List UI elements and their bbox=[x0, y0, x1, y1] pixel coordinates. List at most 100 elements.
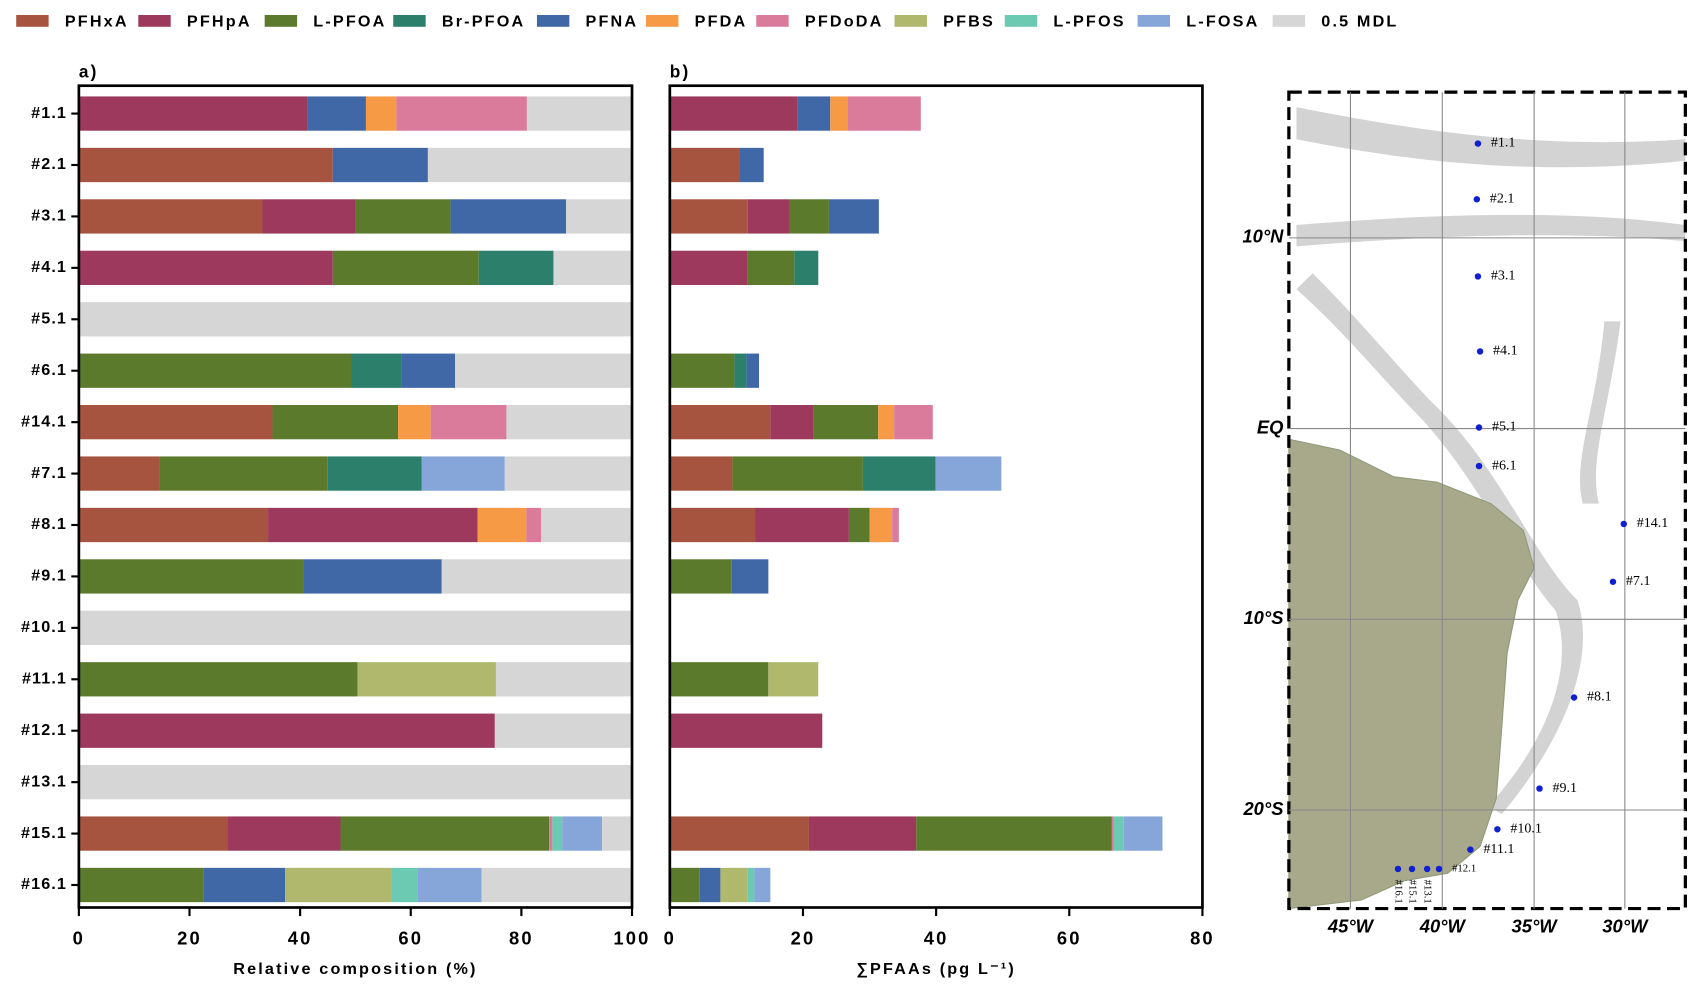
figure: PFHxAPFHpAL-PFOABr-PFOAPFNAPFDAPFDoDAPFB… bbox=[0, 0, 1694, 990]
bar-segment bbox=[809, 816, 916, 850]
panel-label: b) bbox=[670, 61, 691, 81]
bar-segment bbox=[358, 662, 496, 696]
bar-segment bbox=[328, 456, 422, 490]
station-label: #10.1 bbox=[1510, 822, 1542, 837]
x-tick-label: 20 bbox=[177, 928, 202, 949]
station-point bbox=[1436, 866, 1442, 872]
bar-segment bbox=[455, 354, 632, 388]
bar-segment bbox=[849, 508, 870, 542]
station-label: #6.1 bbox=[1492, 458, 1517, 473]
bar-segment bbox=[748, 868, 755, 902]
station-label: #9.1 bbox=[1552, 781, 1577, 796]
bar-segment bbox=[79, 251, 333, 285]
station-point bbox=[1474, 196, 1480, 202]
station-point bbox=[1494, 826, 1500, 832]
bar-segment bbox=[734, 354, 746, 388]
bar-segment bbox=[79, 456, 159, 490]
bar-segment bbox=[541, 508, 632, 542]
bar-segment bbox=[552, 816, 562, 850]
bar-segment bbox=[351, 354, 402, 388]
bar-segment bbox=[739, 148, 764, 182]
bar-segment bbox=[79, 199, 263, 233]
station-point bbox=[1395, 866, 1401, 872]
y-tick-label: #16.1 bbox=[21, 875, 67, 893]
station-point bbox=[1424, 866, 1430, 872]
bar-segment bbox=[892, 508, 899, 542]
bar-segment bbox=[829, 199, 879, 233]
bar-segment bbox=[670, 714, 822, 748]
station-label: #4.1 bbox=[1493, 344, 1518, 359]
legend-label: PFHpA bbox=[187, 13, 252, 31]
bar-segment bbox=[768, 662, 818, 696]
bar-segment bbox=[670, 199, 748, 233]
y-tick-label: #14.1 bbox=[21, 412, 67, 430]
station-label: #16.1 bbox=[1392, 880, 1404, 904]
legend-label: PFDoDA bbox=[805, 13, 884, 31]
legend-label: PFBS bbox=[943, 13, 995, 31]
legend-swatch bbox=[537, 15, 569, 27]
station-label: #2.1 bbox=[1490, 192, 1515, 207]
lat-label: 10°S bbox=[1243, 607, 1283, 628]
bar-segment bbox=[79, 96, 308, 130]
bar-segment bbox=[863, 456, 936, 490]
bar-segment bbox=[496, 662, 632, 696]
station-point bbox=[1610, 579, 1616, 585]
bar-segment bbox=[392, 868, 418, 902]
legend-swatch bbox=[646, 15, 678, 27]
bar-segment bbox=[549, 816, 552, 850]
bar-segment bbox=[527, 96, 632, 130]
bar-segment bbox=[670, 354, 735, 388]
legend-label: L-PFOA bbox=[313, 13, 386, 31]
bar-segment bbox=[670, 96, 798, 130]
bar-segment bbox=[79, 662, 358, 696]
bar-segment bbox=[670, 405, 771, 439]
bar-segment bbox=[79, 302, 632, 336]
bar-segment bbox=[79, 816, 227, 850]
bar-segment bbox=[79, 354, 351, 388]
bar-segment bbox=[670, 662, 769, 696]
legend-swatch bbox=[16, 15, 48, 27]
bar-segment bbox=[732, 456, 862, 490]
legend-swatch bbox=[1273, 15, 1305, 27]
legend-label: Br-PFOA bbox=[442, 13, 526, 31]
station-point bbox=[1467, 846, 1473, 852]
bar-segment bbox=[935, 456, 1001, 490]
bar-segment bbox=[700, 868, 721, 902]
bar-segment bbox=[1112, 816, 1114, 850]
bar-segment bbox=[79, 868, 203, 902]
bar-segment bbox=[746, 354, 759, 388]
station-point bbox=[1476, 463, 1482, 469]
lon-label: 35°W bbox=[1512, 916, 1559, 937]
bar-segment bbox=[396, 96, 527, 130]
station-point bbox=[1477, 348, 1483, 354]
bar-segment bbox=[479, 251, 554, 285]
bar-segment bbox=[366, 96, 396, 130]
x-tick-label: 80 bbox=[1190, 928, 1215, 949]
lon-label: 40°W bbox=[1419, 916, 1467, 937]
bar-segment bbox=[402, 354, 455, 388]
lat-label: 10°N bbox=[1242, 226, 1284, 247]
bar-segment bbox=[428, 148, 632, 182]
bar-segment bbox=[203, 868, 285, 902]
x-tick-label: 0 bbox=[73, 928, 85, 949]
y-tick-label: #15.1 bbox=[21, 824, 67, 842]
bar-segment bbox=[814, 405, 879, 439]
station-point bbox=[1536, 785, 1542, 791]
bar-segment bbox=[848, 96, 921, 130]
bar-segment bbox=[79, 765, 632, 799]
bar-segment bbox=[442, 559, 632, 593]
bar-segment bbox=[79, 611, 632, 645]
bar-segment bbox=[566, 199, 632, 233]
station-point bbox=[1409, 866, 1415, 872]
bar-segment bbox=[263, 199, 356, 233]
legend-swatch bbox=[756, 15, 788, 27]
legend-swatch bbox=[393, 15, 425, 27]
x-tick-label: 40 bbox=[288, 928, 313, 949]
y-tick-label: #13.1 bbox=[21, 772, 67, 790]
station-label: #1.1 bbox=[1491, 136, 1516, 151]
bar-segment bbox=[878, 405, 894, 439]
station-label: #15.1 bbox=[1407, 880, 1419, 904]
y-tick-label: #10.1 bbox=[21, 618, 67, 636]
bar-segment bbox=[562, 816, 602, 850]
legend-label: PFHxA bbox=[65, 13, 129, 31]
